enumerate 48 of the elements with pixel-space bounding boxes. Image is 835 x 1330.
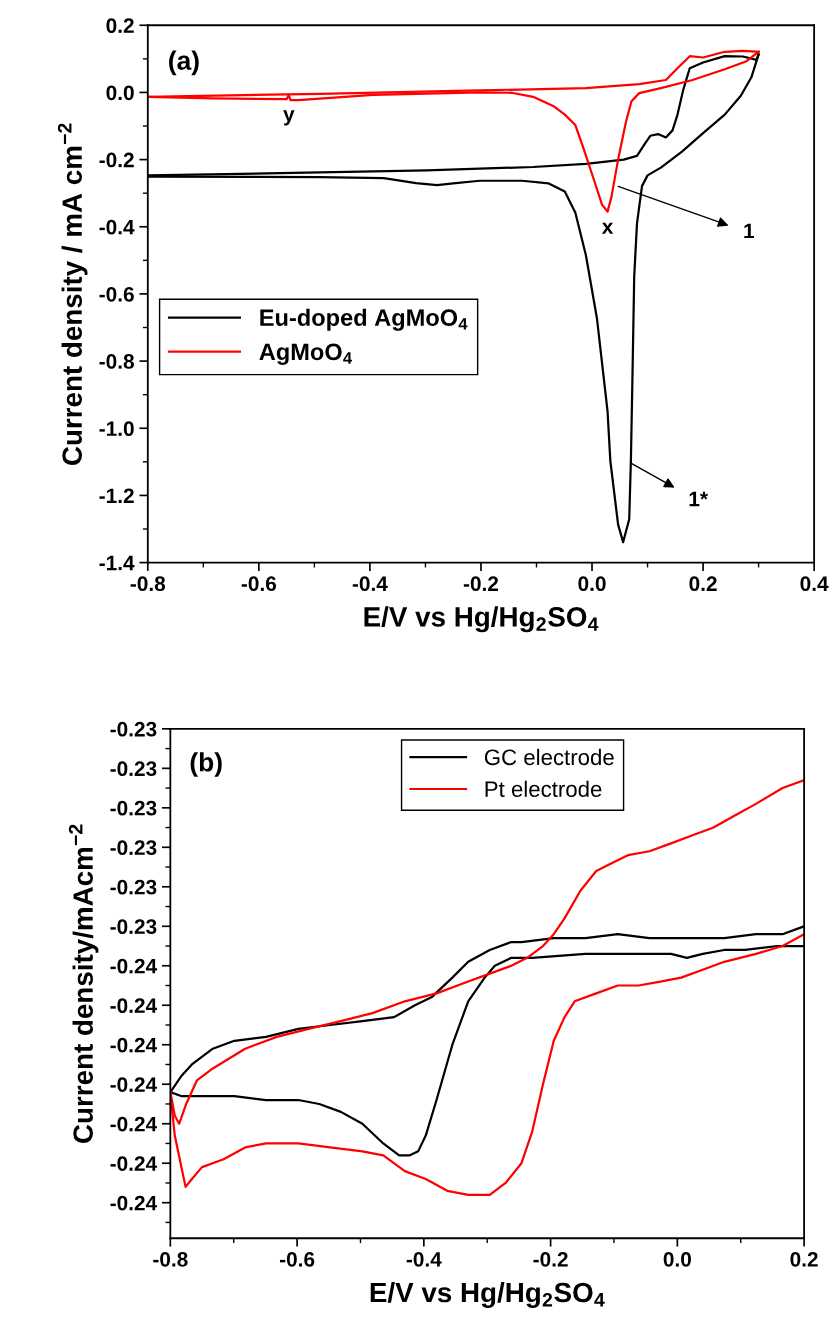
- x-tick-label: 0.2: [689, 576, 717, 592]
- y-tick-label: -0.23: [110, 840, 157, 856]
- y-tick-label: -0.24: [110, 998, 158, 1014]
- x-tick-label: 0.4: [800, 576, 829, 592]
- y-tick-label: -0.24: [110, 1037, 158, 1053]
- y-tick-label: -0.23: [110, 761, 157, 777]
- y-tick-label: 0.0: [106, 85, 134, 101]
- x-tick-label: -0.6: [279, 1251, 315, 1267]
- y-axis-title: Current density/mAcm$^{−2}$: [68, 824, 99, 1143]
- y-tick-label: 0.2: [106, 18, 134, 34]
- legend-label: GC electrode: [484, 748, 614, 766]
- y-tick-label: -0.2: [99, 152, 134, 168]
- legend-label: Eu-doped AgMoO$_{4}$: [260, 308, 468, 331]
- y-tick-label: -0.4: [99, 219, 135, 235]
- x-axis-title: E/V vs Hg/Hg$_{2}$SO$_{4}$: [364, 606, 599, 633]
- y-tick-label: -0.24: [110, 1077, 158, 1092]
- x-tick-label: 0.2: [790, 1251, 818, 1267]
- x-tick-label: -0.4: [406, 1251, 442, 1267]
- y-tick-label: -0.8: [99, 354, 134, 369]
- y-tick-label: -0.23: [110, 721, 157, 737]
- annotation: x: [601, 222, 614, 234]
- annotation: (b): [190, 752, 222, 777]
- y-tick-label: -0.24: [110, 1116, 158, 1132]
- x-axis-title: E/V vs Hg/Hg$_{2}$SO$_{4}$: [370, 1281, 605, 1308]
- y-tick-label: -0.23: [110, 800, 157, 816]
- annotation: 1*: [689, 491, 709, 507]
- y-tick-label: -0.23: [110, 879, 157, 895]
- y-tick-label: -1.0: [99, 421, 134, 437]
- x-tick-label: -0.2: [463, 576, 499, 592]
- y-tick-label: -0.24: [110, 1195, 158, 1211]
- legend-label: Pt electrode: [485, 780, 602, 797]
- x-tick-label: -0.8: [153, 1251, 188, 1267]
- y-tick-label: -0.23: [110, 919, 157, 935]
- y-tick-label: -0.24: [110, 1156, 158, 1171]
- y-tick-label: -1.2: [99, 488, 134, 503]
- annotation: (a): [169, 50, 199, 76]
- annotation: y: [283, 110, 295, 126]
- x-tick-label: 0.0: [663, 1251, 691, 1267]
- annotation: 1: [744, 223, 755, 239]
- y-tick-label: -0.6: [99, 286, 134, 302]
- x-tick-label: -0.4: [352, 576, 388, 592]
- x-tick-label: -0.2: [533, 1251, 568, 1267]
- y-axis-title: Current density / mA cm$^{−2}$: [57, 123, 88, 466]
- x-tick-label: -0.6: [241, 576, 277, 592]
- legend-label: AgMoO$_{4}$: [259, 343, 353, 365]
- x-tick-label: 0.0: [578, 576, 606, 592]
- y-tick-label: -1.4: [99, 555, 135, 571]
- y-tick-label: -0.24: [110, 958, 158, 974]
